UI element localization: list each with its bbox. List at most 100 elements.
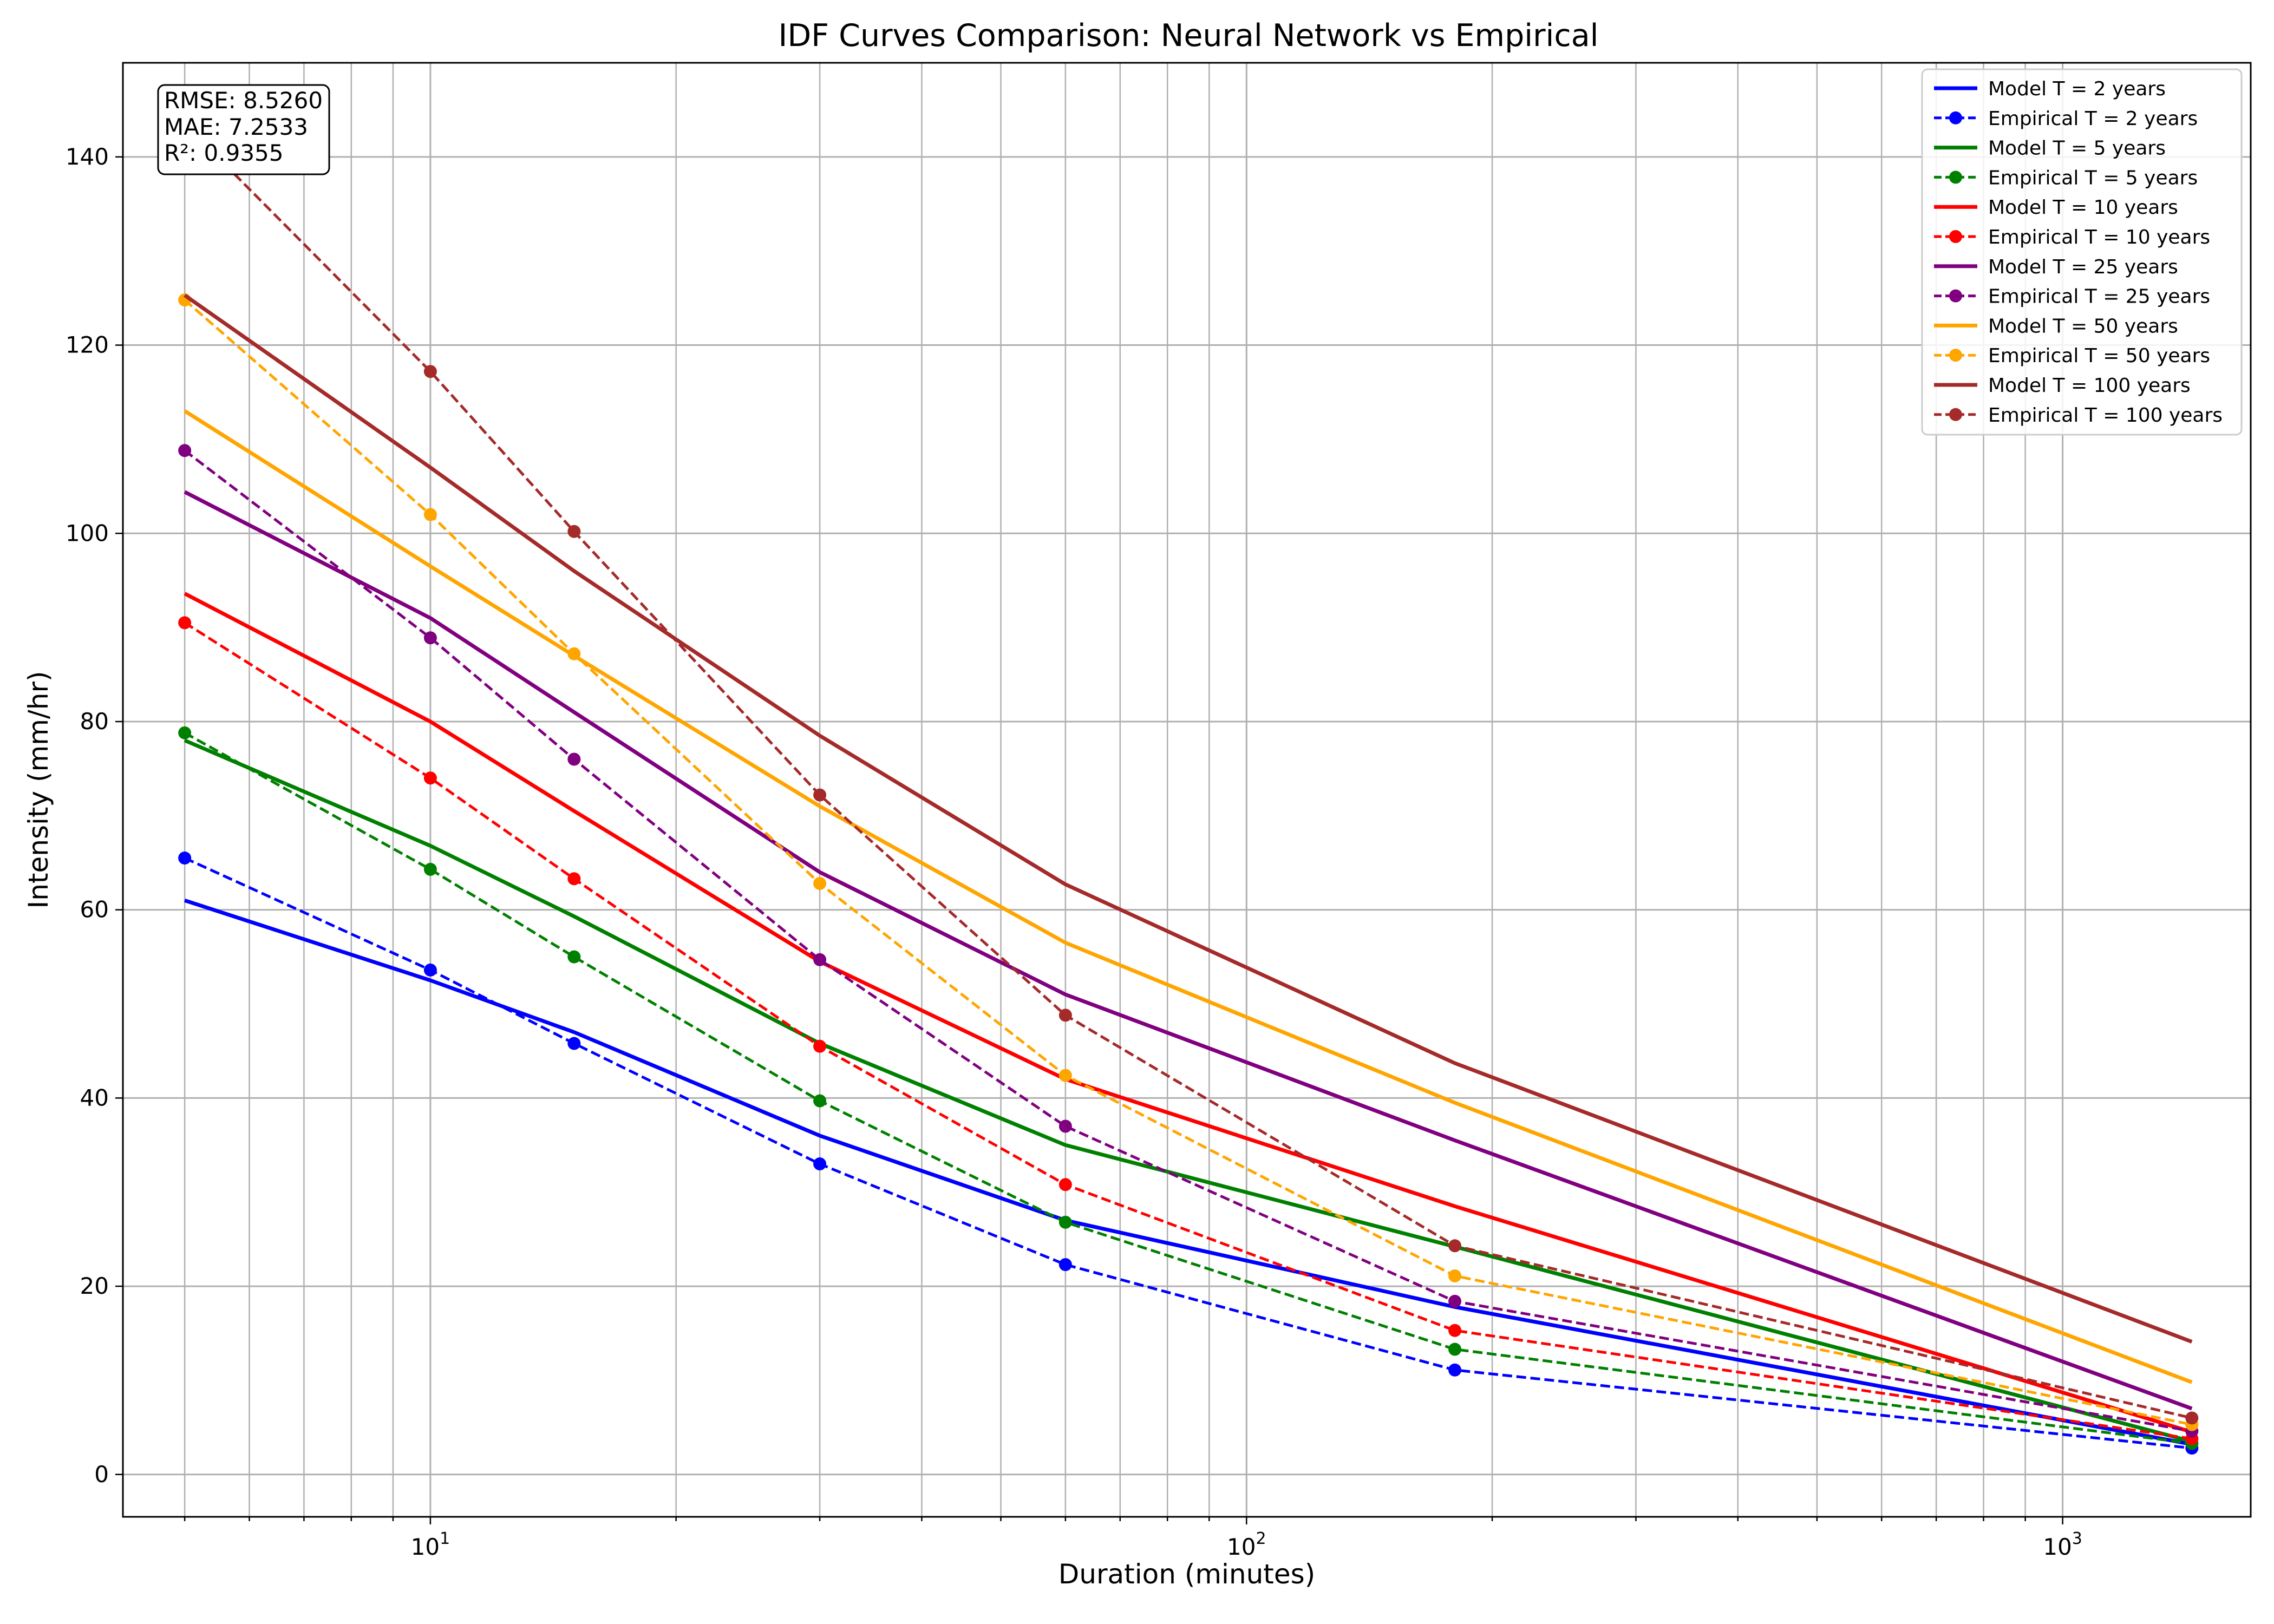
data-point (813, 876, 827, 890)
data-point (178, 616, 192, 630)
stats-box-frame (157, 84, 330, 175)
legend-frame (1921, 68, 2243, 436)
legend-label: Empirical T = 50 years (1988, 345, 2210, 367)
data-point (423, 631, 437, 645)
data-point (567, 950, 581, 964)
y-tick-label: 20 (80, 1273, 109, 1299)
legend-item: Model T = 2 years (1934, 78, 2166, 100)
chart-title: IDF Curves Comparison: Neural Network vs… (779, 18, 1599, 54)
x-tick-label-exponent: 2 (1256, 1529, 1266, 1548)
y-tick-label: 0 (94, 1461, 109, 1488)
data-point (813, 1094, 827, 1108)
series-6 (184, 490, 2193, 1411)
legend-marker-swatch (1949, 111, 1962, 125)
data-point (1448, 1324, 1462, 1337)
data-point (1448, 1343, 1462, 1356)
data-point (813, 1039, 827, 1053)
data-point (1448, 1363, 1462, 1377)
data-point (1448, 1239, 1462, 1253)
series-8 (184, 409, 2193, 1384)
x-tick-label-base: 10 (1227, 1534, 1256, 1560)
data-point (813, 788, 827, 802)
x-tick-label: 102 (1227, 1529, 1266, 1560)
legend-marker-swatch (1949, 289, 1962, 303)
legend: Model T = 2 years Empirical T = 2 years Mo… (1921, 68, 2243, 436)
y-axis-label: Intensity (mm/hr) (23, 671, 54, 908)
legend-label: Model T = 100 years (1988, 375, 2191, 397)
legend-marker-swatch (1949, 171, 1962, 184)
data-point (1058, 1258, 1072, 1272)
y-tick-label: 100 (66, 520, 109, 546)
x-tick-label-exponent: 3 (2072, 1529, 2082, 1548)
grid-layer (123, 63, 2251, 1517)
series-line (184, 490, 2193, 1411)
legend-item: Model T = 50 years (1934, 315, 2178, 337)
series-layer (178, 117, 2199, 1455)
data-point (1448, 1294, 1462, 1308)
data-point (813, 1157, 827, 1171)
data-point (567, 752, 581, 766)
data-point (423, 508, 437, 521)
legend-label: Model T = 5 years (1988, 137, 2166, 160)
data-point (2185, 1411, 2199, 1425)
legend-item: Model T = 10 years (1934, 197, 2178, 219)
x-tick-label-base: 10 (2043, 1534, 2072, 1560)
x-tick-label-exponent: 1 (440, 1529, 450, 1548)
legend-label: Model T = 10 years (1988, 197, 2178, 219)
y-tick-label: 120 (66, 332, 109, 358)
legend-label: Empirical T = 5 years (1988, 167, 2198, 189)
legend-item: Empirical T = 25 years (1934, 286, 2210, 308)
legend-items: Model T = 2 years Empirical T = 2 years Mo… (1934, 78, 2223, 427)
data-point (567, 1037, 581, 1050)
y-tick-label: 140 (66, 143, 109, 170)
data-point (178, 444, 192, 457)
data-point (178, 852, 192, 865)
data-point (423, 862, 437, 876)
data-point (423, 365, 437, 378)
legend-label: Empirical T = 2 years (1988, 108, 2198, 130)
data-point (567, 525, 581, 538)
legend-label: Empirical T = 100 years (1988, 404, 2223, 427)
legend-marker-swatch (1949, 349, 1962, 362)
series-1 (178, 852, 2199, 1455)
series-5 (178, 616, 2199, 1445)
x-tick-label-base: 10 (411, 1534, 440, 1560)
plot-frame (122, 62, 2252, 1518)
y-tick-label: 60 (80, 896, 109, 923)
legend-item: Empirical T = 10 years (1934, 226, 2210, 248)
stats-mae: MAE: 7.2533 (164, 114, 308, 140)
data-point (178, 726, 192, 739)
legend-item: Model T = 100 years (1934, 375, 2191, 397)
legend-label: Model T = 50 years (1988, 315, 2178, 337)
y-tick-label: 80 (80, 708, 109, 735)
x-tick-label: 103 (2043, 1529, 2082, 1560)
legend-marker-swatch (1949, 408, 1962, 421)
data-point (423, 771, 437, 785)
legend-item: Empirical T = 100 years (1934, 404, 2223, 427)
data-point (813, 953, 827, 966)
stats-annotation-box: RMSE: 8.5260 MAE: 7.2533 R²: 0.9355 (157, 84, 330, 175)
legend-item: Empirical T = 2 years (1934, 108, 2198, 130)
legend-item: Empirical T = 50 years (1934, 345, 2210, 367)
data-point (1058, 1178, 1072, 1191)
x-axis-label: Duration (minutes) (1058, 1558, 1315, 1590)
data-point (567, 872, 581, 886)
series-line (184, 293, 2193, 1344)
data-point (1448, 1269, 1462, 1282)
series-line (184, 409, 2193, 1384)
y-tick-label: 40 (80, 1084, 109, 1111)
data-point (1058, 1069, 1072, 1082)
legend-item: Empirical T = 5 years (1934, 167, 2198, 189)
legend-item: Model T = 5 years (1934, 137, 2166, 160)
data-point (423, 963, 437, 977)
data-point (1058, 1215, 1072, 1229)
legend-marker-swatch (1949, 230, 1962, 243)
data-point (567, 647, 581, 660)
legend-label: Model T = 2 years (1988, 78, 2166, 100)
data-point (1058, 1119, 1072, 1133)
x-tick-label: 101 (411, 1529, 450, 1560)
legend-label: Empirical T = 10 years (1988, 226, 2210, 248)
